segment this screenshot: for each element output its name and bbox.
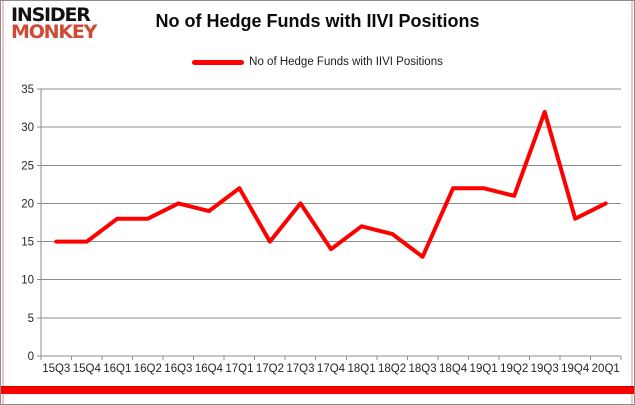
left-edge-accent: [2, 1, 4, 404]
y-axis-label: 5: [28, 313, 34, 325]
right-edge-accent: [631, 1, 633, 404]
logo-text-insider: INSIDER: [11, 4, 91, 26]
x-axis-label: 15Q3: [42, 363, 70, 375]
x-axis-label: 19Q1: [470, 363, 498, 375]
insider-monkey-logo: INSIDER MONKEY: [11, 4, 97, 44]
bottom-accent-bar: [1, 386, 634, 394]
x-axis-label: 16Q2: [134, 363, 162, 375]
legend-label: No of Hedge Funds with IIVI Positions: [249, 56, 443, 68]
x-axis-label: 17Q2: [256, 363, 284, 375]
y-axis-label: 30: [21, 122, 34, 134]
y-axis-label: 20: [21, 198, 34, 210]
x-axis-label: 19Q4: [561, 363, 590, 375]
x-axis-label: 16Q4: [195, 363, 224, 375]
y-axis-label: 25: [21, 160, 34, 172]
x-axis-label: 15Q4: [73, 363, 102, 375]
y-axis-label: 10: [21, 275, 34, 287]
y-axis-label: 0: [28, 351, 34, 363]
x-axis-label: 17Q4: [317, 363, 346, 375]
x-axis-label: 19Q3: [531, 363, 559, 375]
x-axis-label: 20Q1: [592, 363, 620, 375]
x-axis-label: 17Q1: [225, 363, 253, 375]
x-axis-label: 18Q4: [439, 363, 468, 375]
legend: No of Hedge Funds with IIVI Positions: [1, 56, 634, 68]
chart-title: No of Hedge Funds with IIVI Positions: [155, 11, 480, 31]
x-axis-label: 18Q3: [409, 363, 437, 375]
data-series-line: [54, 109, 608, 259]
x-axis-label: 17Q3: [286, 363, 314, 375]
x-axis-label: 18Q2: [378, 363, 406, 375]
x-axis-label: 19Q2: [500, 363, 528, 375]
x-axis-label: 18Q1: [347, 363, 375, 375]
logo-text-monkey: MONKEY: [11, 21, 97, 44]
y-axis-label: 35: [21, 84, 34, 96]
legend-line-swatch: [192, 59, 245, 65]
y-axis-label: 15: [21, 237, 34, 249]
x-axis-label: 16Q1: [103, 363, 131, 375]
x-axis-label: 16Q3: [164, 363, 192, 375]
